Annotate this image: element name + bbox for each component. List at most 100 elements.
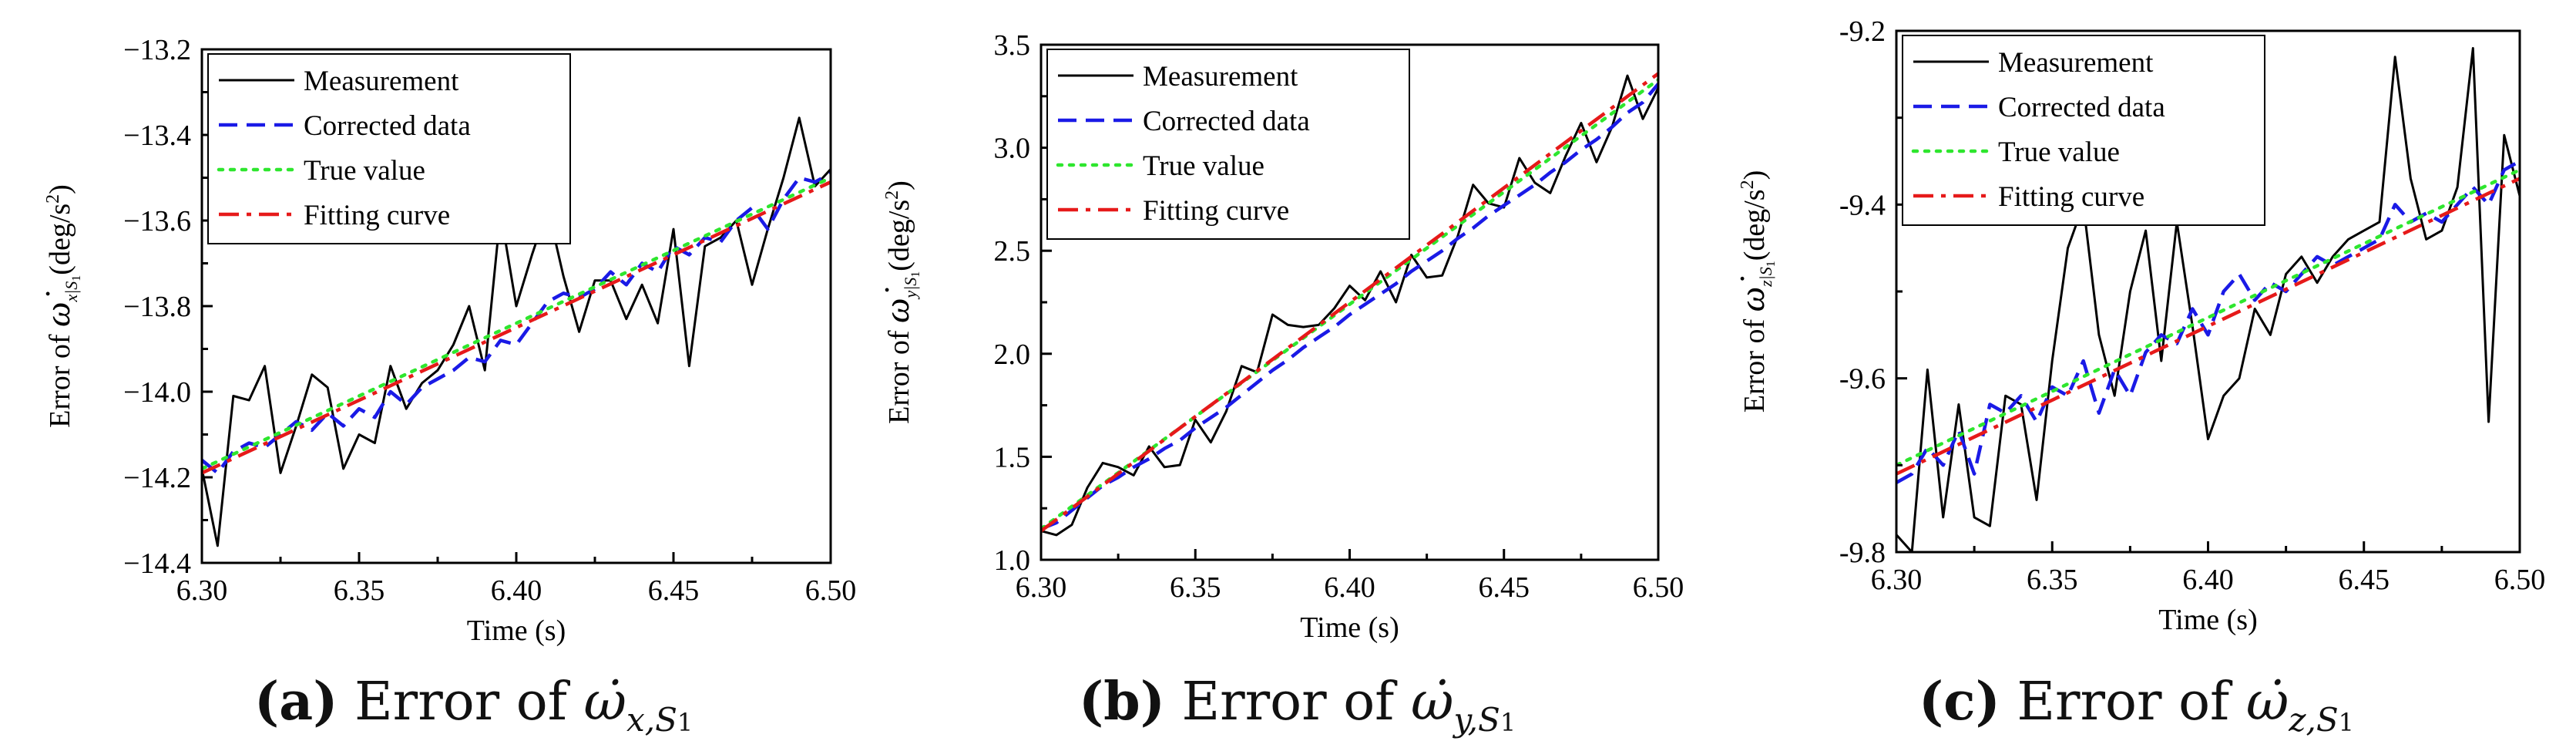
chart-b-legend-label-fitting-curve: Fitting curve [1143, 195, 1289, 227]
chart-c-panel: 6.30 6.35 6.40 6.45 6.50 -9.8 -9.6 -9.4 -9.2 Time… [1717, 0, 2575, 663]
chart-a-ytick-label: −13.8 [123, 291, 191, 323]
chart-b-legend [1046, 49, 1410, 240]
chart-b-xtick-label: 6.40 [1324, 571, 1375, 604]
chart-b-xtick-label: 6.30 [1016, 571, 1067, 604]
chart-b-series-corrected-data [1041, 83, 1658, 530]
chart-c-ylabel-prefix: Error of [1738, 312, 1771, 413]
chart-b-ytick-label: 1.5 [994, 441, 1031, 473]
chart-b-ylabel-sub2: 1 [909, 271, 922, 278]
caption-b-sub: y,S [1453, 700, 1500, 739]
chart-a-xtick-label: 6.50 [805, 574, 857, 607]
chart-b-ytick-label: 3.5 [994, 29, 1031, 62]
chart-b-plot-area [1041, 72, 1658, 537]
chart-c-series-corrected-data [1896, 160, 2520, 484]
chart-a-xtick-label: 6.40 [491, 574, 542, 607]
chart-c-xlabel: Time (s) [2158, 604, 2257, 636]
chart-b-ylabel-sub: y|S [901, 278, 920, 300]
chart-a-ylabel-sub2: 1 [70, 275, 83, 281]
chart-b-panel: 6.30 6.35 6.40 6.45 6.50 1.0 1.5 2.0 2.5 3.0 3.5 Ti… [858, 0, 1717, 663]
chart-c-ylabel-exp: 2 [1738, 180, 1758, 189]
caption-c-sub: z,S [2289, 700, 2339, 739]
chart-c-xtick-label: 6.35 [2027, 564, 2078, 596]
chart-b-xtick-label: 6.45 [1479, 571, 1530, 604]
chart-a-ytick-label: −13.6 [123, 205, 191, 237]
chart-a-legend-label-corrected-data: Corrected data [304, 110, 471, 142]
chart-b-ytick-label: 2.0 [994, 339, 1031, 371]
caption-b-tag: (b) [1079, 671, 1165, 733]
chart-c-ylabel-sub2: 1 [1765, 261, 1778, 267]
chart-c-xtick-label: 6.50 [2494, 564, 2546, 596]
chart-a-ylabel-sub: x|S [62, 281, 81, 303]
chart-c-xtick-label: 6.40 [2182, 564, 2234, 596]
chart-a-xtick-label: 6.45 [648, 574, 700, 607]
chart-a-ytick-label: −14.4 [123, 547, 191, 580]
chart-b-ytick-label: 2.5 [994, 235, 1031, 268]
chart-c-ytick-label: -9.6 [1839, 363, 1886, 396]
chart-c-plot-area [1896, 47, 2520, 552]
chart-a-legend [207, 53, 571, 244]
chart-b-legend-label-true-value: True value [1143, 150, 1264, 182]
chart-c-legend [1902, 35, 2265, 226]
chart-c-series-measurement [1896, 47, 2520, 552]
caption-a-tag: (a) [254, 671, 338, 733]
caption-c-text: Error of [2017, 672, 2230, 733]
chart-c-ylabel: Error of ω̇z|S1(deg/s2) [1732, 170, 1778, 413]
chart-b-xlabel: Time (s) [1300, 611, 1399, 644]
chart-c-ytick-label: -9.4 [1839, 189, 1886, 221]
chart-c: 6.30 6.35 6.40 6.45 6.50 -9.8 -9.6 -9.4 -9.2 Time… [1732, 15, 2546, 636]
chart-c-series-true-value [1896, 168, 2520, 467]
caption-b-symbol: ω̇ [1410, 672, 1454, 733]
chart-a-ylabel-exp: 2 [43, 194, 63, 204]
chart-a-ylabel: Error of ω̇x|S1(deg/s2) [38, 184, 83, 428]
caption-b: (b) Error of ω̇y,S1 [1079, 671, 1516, 739]
chart-b: 6.30 6.35 6.40 6.45 6.50 1.0 1.5 2.0 2.5 3.0 3.5 Ti… [877, 29, 1684, 644]
chart-c-legend-label-corrected-data: Corrected data [1998, 92, 2165, 123]
chart-a-ytick-label: −13.4 [123, 120, 191, 152]
caption-c-tag: (c) [1919, 671, 2000, 733]
chart-a-legend-label-measurement: Measurement [304, 66, 459, 97]
chart-b-ytick-label: 1.0 [994, 544, 1031, 577]
chart-a-series-corrected-data [202, 172, 831, 475]
chart-b-ylabel-prefix: Error of [883, 323, 915, 424]
chart-b-ylabel-exp: 2 [882, 190, 902, 200]
caption-c-symbol: ω̇ [2245, 672, 2289, 733]
caption-a-sub2: 1 [677, 709, 694, 737]
chart-b-ylabel-unit: (deg/s [883, 200, 915, 271]
caption-c: (c) Error of ω̇z,S1 [1919, 671, 2354, 739]
chart-b-ylabel-end: ) [883, 180, 915, 190]
chart-a-ylabel-end: ) [44, 184, 76, 194]
caption-a-text: Error of [354, 672, 567, 733]
caption-a-symbol: ω̇ [583, 672, 626, 733]
chart-c-xtick-label: 6.45 [2339, 564, 2390, 596]
chart-a-legend-label-fitting-curve: Fitting curve [304, 200, 450, 231]
chart-c-ytick-label: -9.8 [1839, 537, 1886, 569]
chart-b-series-fitting-curve [1041, 72, 1658, 533]
chart-a-ylabel-unit: (deg/s [44, 204, 76, 275]
chart-b-legend-label-measurement: Measurement [1143, 61, 1298, 93]
chart-c-series-fitting-curve [1896, 177, 2520, 476]
chart-a-series-true-value [202, 176, 831, 471]
chart-a-ytick-label: −14.0 [123, 376, 191, 409]
chart-a-ylabel-prefix: Error of [44, 327, 76, 428]
chart-b-legend-label-corrected-data: Corrected data [1143, 106, 1310, 137]
caption-b-text: Error of [1181, 672, 1395, 733]
caption-a: (a) Error of ω̇x,S1 [254, 671, 693, 739]
chart-c-legend-label-measurement: Measurement [1998, 47, 2154, 79]
caption-c-sub2: 1 [2338, 709, 2354, 737]
chart-c-ytick-label: -9.2 [1839, 15, 1886, 48]
chart-a-panel: 6.30 6.35 6.40 6.45 6.50 −14.4 −14.2 −14.0 −13.8… [0, 0, 858, 663]
chart-a-plot-area [202, 116, 831, 547]
chart-c-ylabel-unit: (deg/s [1738, 189, 1771, 261]
chart-b-xtick-label: 6.35 [1170, 571, 1221, 604]
chart-b-ytick-label: 3.0 [994, 133, 1031, 165]
chart-a: 6.30 6.35 6.40 6.45 6.50 −14.4 −14.2 −14.0 −13.8… [38, 34, 857, 647]
chart-a-ytick-label: −14.2 [123, 462, 191, 494]
caption-a-sub: x,S [626, 700, 678, 739]
caption-b-sub2: 1 [1500, 709, 1516, 737]
chart-a-xtick-label: 6.35 [334, 574, 385, 607]
chart-c-ylabel-end: ) [1738, 170, 1771, 180]
chart-a-xtick-label: 6.30 [176, 574, 228, 607]
chart-a-ytick-label: −13.2 [123, 34, 191, 66]
chart-c-legend-label-fitting-curve: Fitting curve [1998, 181, 2144, 213]
